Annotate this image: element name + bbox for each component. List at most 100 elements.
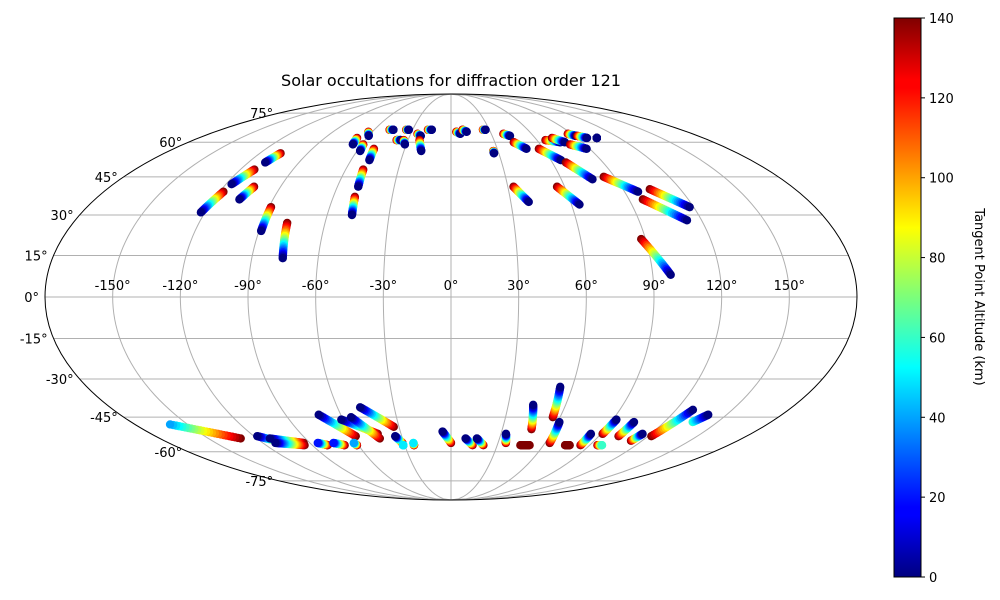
- occultation-track: [626, 429, 647, 445]
- occultation-track: [545, 417, 564, 448]
- occultation-track: [196, 187, 228, 217]
- lon-tick-label: -90°: [234, 279, 262, 294]
- lat-tick-label: 45°: [95, 171, 118, 186]
- track-point: [586, 429, 596, 439]
- occultation-track: [227, 165, 259, 189]
- occultation-track: [461, 434, 477, 450]
- occultation-track: [347, 192, 360, 220]
- occultation-track: [614, 417, 639, 441]
- track-point: [261, 158, 270, 167]
- latitude-tick-labels: 75° 60° 45° 30° 15° 0° -15° -30° -45° -60° -75°: [20, 107, 273, 490]
- map-boundary: [44, 93, 858, 501]
- track-point: [633, 187, 643, 196]
- track-point: [666, 270, 675, 279]
- occultation-track: [547, 133, 570, 147]
- colorbar-tick-label: 40: [929, 411, 946, 426]
- occultation-track: [329, 438, 349, 450]
- occultation-track: [314, 410, 360, 441]
- occultation-track: [415, 135, 426, 156]
- track-point: [597, 441, 607, 450]
- occultation-track: [516, 441, 534, 450]
- track-point: [364, 131, 373, 141]
- occultation-track: [499, 129, 515, 141]
- occultation-track: [573, 131, 592, 143]
- track-point: [355, 403, 365, 412]
- track-point: [685, 202, 694, 212]
- lon-tick-label: 0°: [444, 279, 459, 294]
- track-point: [349, 438, 359, 448]
- occultation-track: [501, 429, 511, 448]
- track-point: [265, 434, 275, 443]
- track-point: [427, 125, 437, 134]
- occultation-track: [593, 441, 607, 450]
- colorbar-tick-label: 120: [929, 92, 954, 107]
- track-point: [481, 125, 490, 134]
- lat-tick-label: 30°: [51, 209, 74, 224]
- occultation-track: [552, 182, 584, 209]
- track-point: [399, 441, 408, 450]
- track-point: [227, 180, 236, 189]
- lat-tick-label: -15°: [20, 333, 48, 348]
- track-point: [253, 431, 262, 441]
- track-point: [528, 400, 538, 409]
- track-point: [461, 434, 470, 443]
- colorbar-tick-label: 0: [929, 571, 937, 586]
- occultation-track: [637, 234, 675, 279]
- occultation-track: [576, 429, 596, 450]
- colorbar-label: Tangent Point Altitude (km): [971, 207, 986, 385]
- lat-tick-label: -30°: [46, 373, 74, 388]
- occultation-track: [638, 195, 692, 225]
- occultation-track: [645, 185, 694, 212]
- track-point: [337, 415, 346, 424]
- occultation-track: [365, 144, 379, 165]
- track-point: [256, 226, 266, 236]
- occultation-tracks: [165, 125, 713, 450]
- occultation-track: [261, 149, 285, 167]
- track-point: [524, 197, 533, 207]
- occultation-track: [313, 438, 332, 450]
- lon-tick-label: 90°: [642, 279, 665, 294]
- occultation-track: [409, 438, 419, 450]
- occultation-track: [348, 133, 362, 149]
- track-point: [501, 429, 511, 439]
- lat-tick-label: 15°: [25, 249, 48, 264]
- track-point: [489, 149, 499, 158]
- track-point: [575, 200, 584, 209]
- occultation-track: [548, 382, 565, 422]
- occultation-track: [346, 412, 385, 443]
- occultation-track: [165, 420, 245, 443]
- colorbar-tick-label: 140: [929, 12, 954, 27]
- track-point: [565, 441, 574, 450]
- occultation-track: [534, 144, 566, 165]
- track-point: [329, 438, 338, 448]
- occultation-track: [399, 135, 410, 149]
- track-point: [271, 438, 280, 448]
- track-point: [592, 133, 602, 143]
- track-point: [555, 417, 564, 427]
- occultation-track: [399, 441, 408, 450]
- track-point: [525, 441, 534, 450]
- track-point: [404, 125, 413, 134]
- lon-tick-label: -150°: [95, 279, 131, 294]
- occultation-track: [472, 434, 488, 450]
- track-point: [704, 410, 713, 419]
- track-point: [505, 131, 515, 141]
- occultation-track: [599, 172, 643, 196]
- lon-tick-label: 120°: [706, 279, 737, 294]
- track-point: [235, 195, 244, 204]
- occultation-track: [402, 125, 413, 134]
- occultation-track: [527, 400, 538, 434]
- track-point: [556, 382, 565, 392]
- lon-tick-label: -60°: [302, 279, 330, 294]
- colorbar-gradient: [893, 17, 922, 578]
- track-point: [409, 438, 418, 448]
- track-point: [522, 144, 531, 153]
- colorbar-tick-label: 80: [929, 252, 946, 267]
- colorbar-ticks: 0 20 40 60 80 100 120 140: [921, 12, 954, 586]
- occultation-track: [458, 125, 471, 136]
- track-point: [390, 431, 400, 441]
- track-point: [348, 140, 358, 149]
- track-point: [313, 438, 322, 448]
- occultation-track: [423, 125, 437, 134]
